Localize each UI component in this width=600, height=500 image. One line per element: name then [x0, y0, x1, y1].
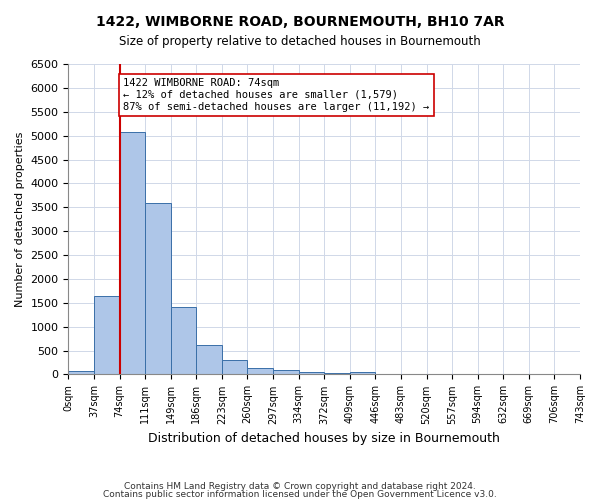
Bar	[171, 306, 196, 374]
Text: Contains public sector information licensed under the Open Government Licence v3: Contains public sector information licen…	[103, 490, 497, 499]
Bar	[68, 371, 94, 374]
Bar	[350, 372, 376, 374]
Bar	[119, 132, 145, 374]
Text: 1422 WIMBORNE ROAD: 74sqm
← 12% of detached houses are smaller (1,579)
87% of se: 1422 WIMBORNE ROAD: 74sqm ← 12% of detac…	[124, 78, 430, 112]
Y-axis label: Number of detached properties: Number of detached properties	[15, 132, 25, 307]
Bar	[94, 296, 119, 374]
Bar	[247, 368, 273, 374]
Bar	[324, 373, 350, 374]
Text: Size of property relative to detached houses in Bournemouth: Size of property relative to detached ho…	[119, 35, 481, 48]
Text: Contains HM Land Registry data © Crown copyright and database right 2024.: Contains HM Land Registry data © Crown c…	[124, 482, 476, 491]
Bar	[273, 370, 299, 374]
X-axis label: Distribution of detached houses by size in Bournemouth: Distribution of detached houses by size …	[148, 432, 500, 445]
Bar	[222, 360, 247, 374]
Bar	[145, 202, 171, 374]
Bar	[299, 372, 324, 374]
Bar	[196, 345, 222, 374]
Text: 1422, WIMBORNE ROAD, BOURNEMOUTH, BH10 7AR: 1422, WIMBORNE ROAD, BOURNEMOUTH, BH10 7…	[95, 15, 505, 29]
